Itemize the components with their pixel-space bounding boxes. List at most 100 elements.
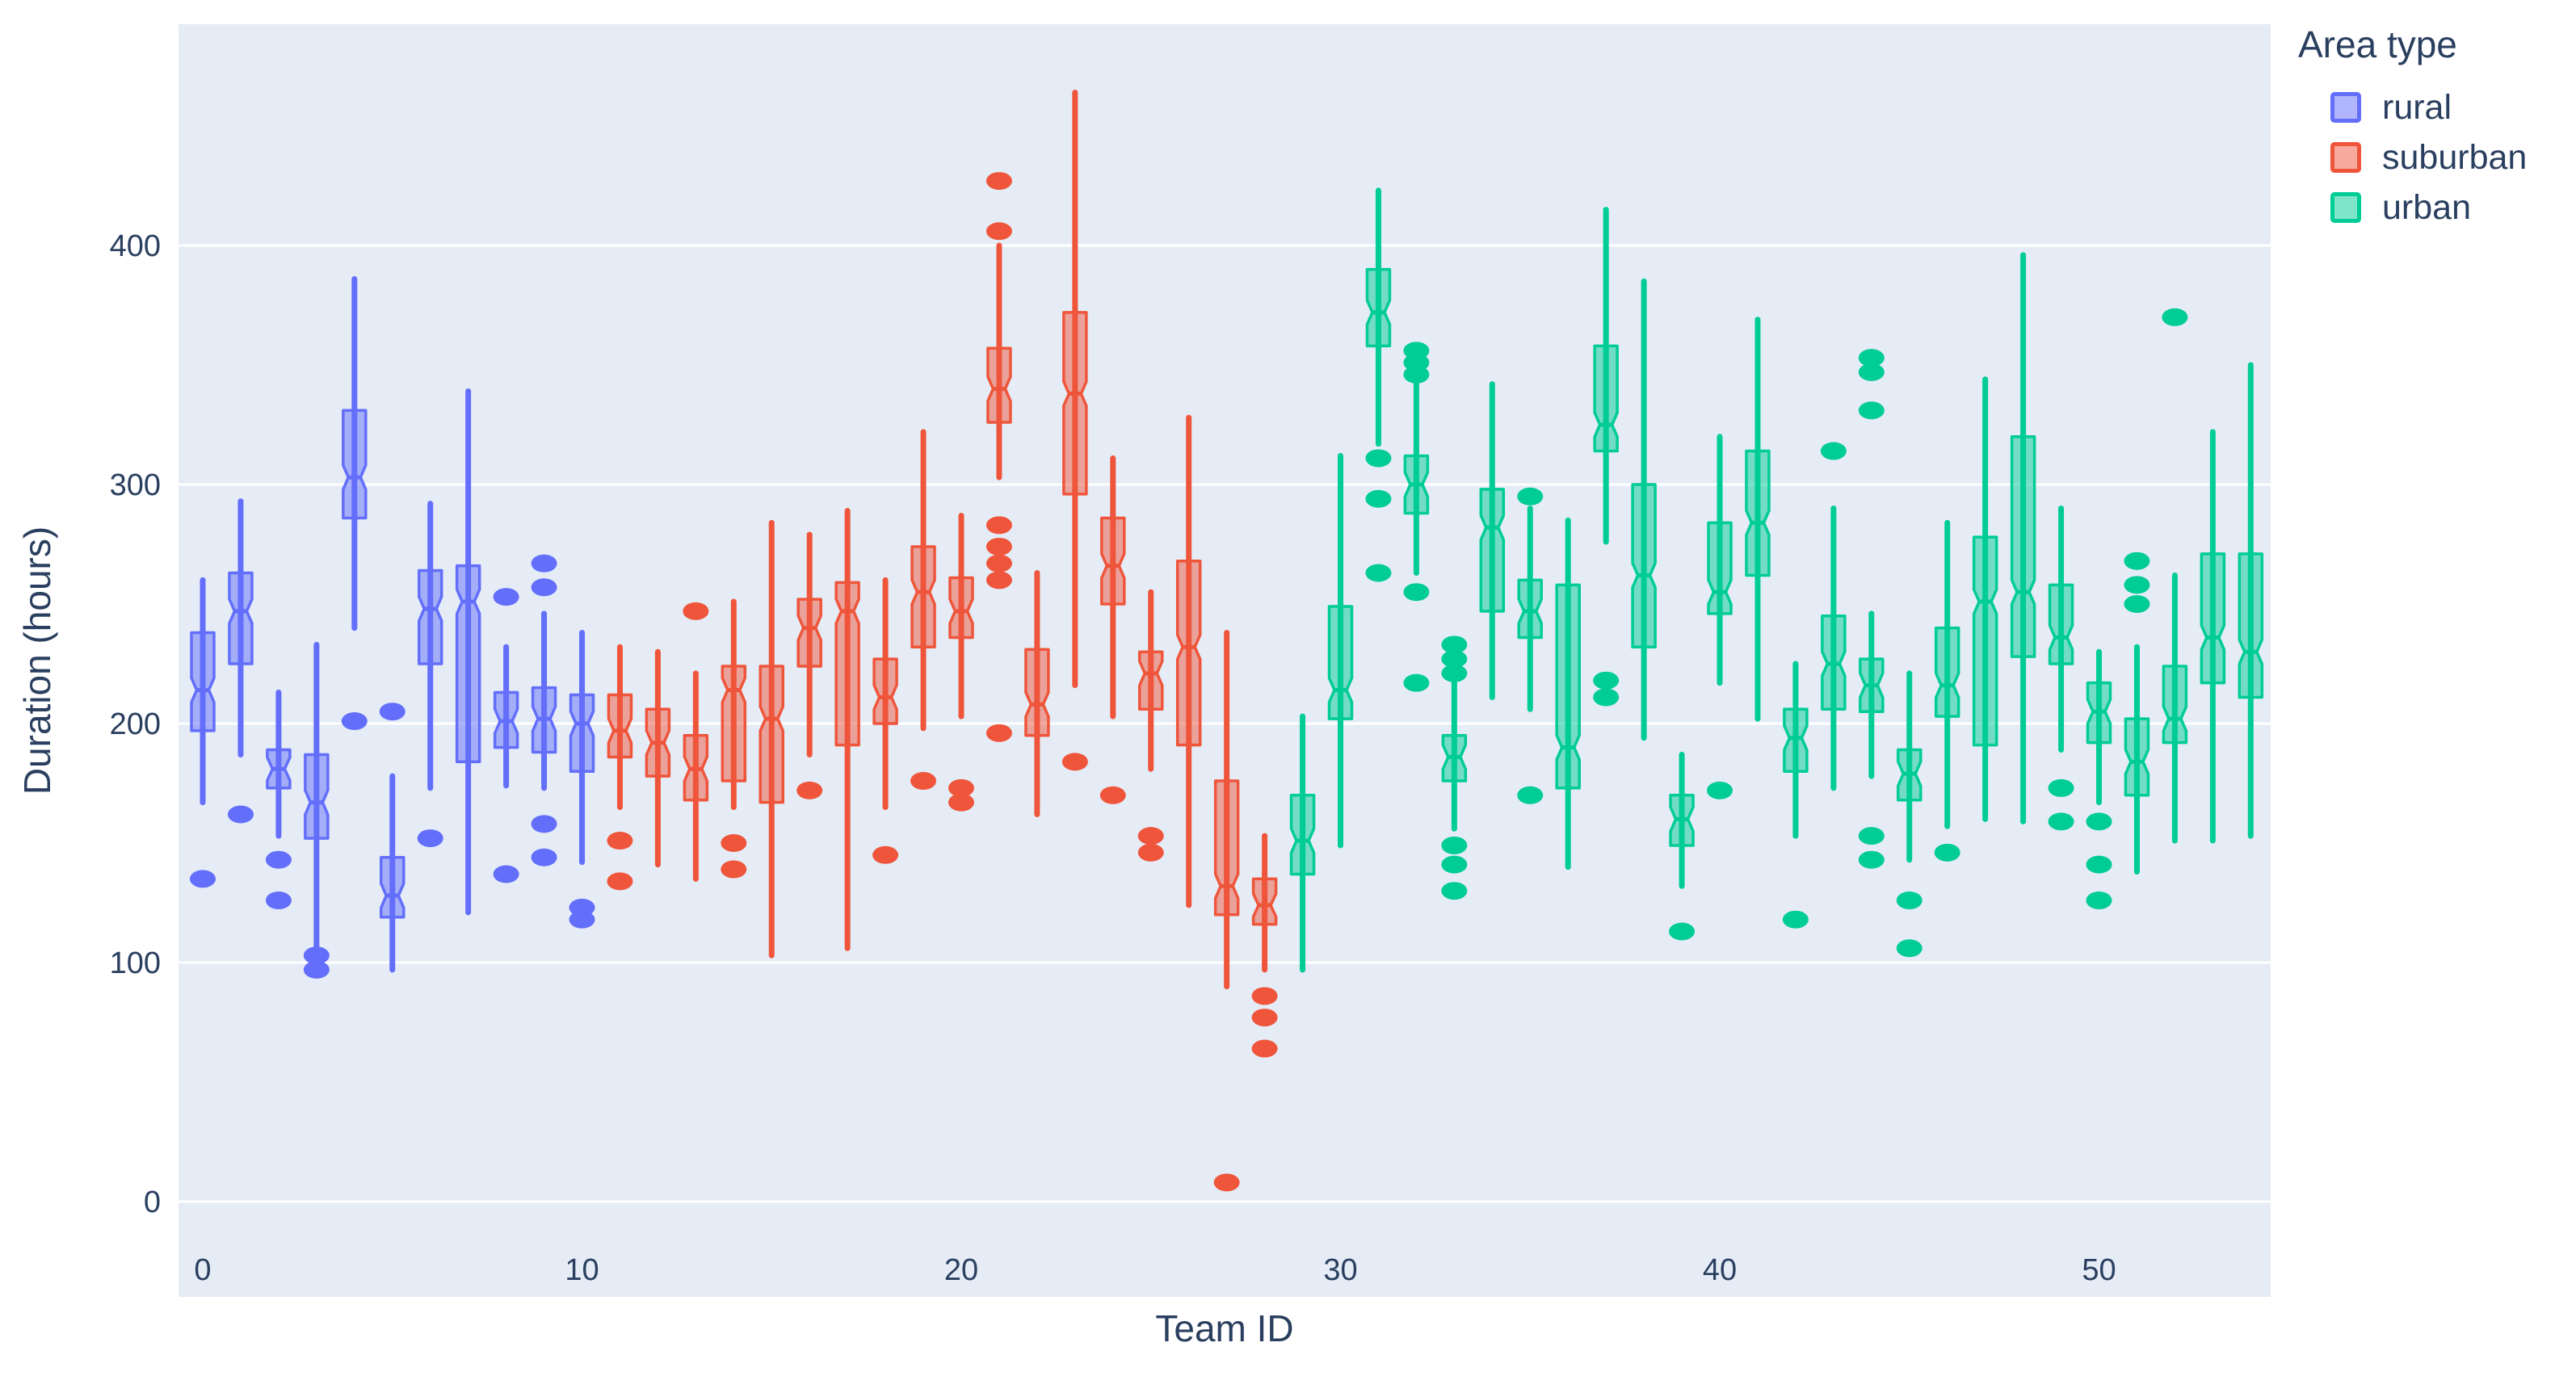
outlier-point bbox=[1403, 673, 1430, 692]
box-team-33-urban[interactable] bbox=[1441, 636, 1468, 900]
box-team-29-urban[interactable] bbox=[1289, 713, 1316, 973]
box-team-11-suburban[interactable] bbox=[607, 644, 633, 891]
outlier-point bbox=[1441, 636, 1468, 654]
box-team-40-urban[interactable] bbox=[1707, 434, 1733, 799]
box-team-13-suburban[interactable] bbox=[683, 602, 709, 882]
box-team-20-suburban[interactable] bbox=[948, 512, 974, 812]
outlier-point bbox=[1441, 855, 1468, 874]
box-body bbox=[1327, 605, 1354, 720]
outlier-point bbox=[1517, 487, 1544, 506]
box-team-36-urban[interactable] bbox=[1555, 517, 1581, 870]
box-body bbox=[1631, 483, 1657, 649]
legend-swatch-suburban bbox=[2330, 142, 2361, 173]
outlier-point bbox=[1858, 363, 1885, 381]
outlier-point bbox=[910, 772, 937, 791]
box-team-47-urban[interactable] bbox=[1972, 376, 1998, 822]
box-team-2-rural[interactable] bbox=[265, 690, 292, 910]
box-team-12-suburban[interactable] bbox=[645, 648, 671, 868]
box-team-22-suburban[interactable] bbox=[1024, 570, 1050, 817]
box-body bbox=[2124, 717, 2150, 797]
box-team-44-urban[interactable] bbox=[1858, 349, 1885, 869]
y-tick-label-100: 100 bbox=[110, 946, 161, 980]
box-team-9-rural[interactable] bbox=[531, 554, 557, 866]
legend-item-urban[interactable]: urban bbox=[2298, 182, 2527, 233]
box-team-54-urban[interactable] bbox=[2238, 362, 2264, 839]
box-team-25-suburban[interactable] bbox=[1137, 589, 1164, 862]
outlier-point bbox=[493, 588, 519, 606]
box-team-28-suburban[interactable] bbox=[1251, 833, 1278, 1058]
box-team-21-suburban[interactable] bbox=[985, 172, 1012, 742]
box-team-39-urban[interactable] bbox=[1669, 751, 1696, 941]
box-team-42-urban[interactable] bbox=[1782, 661, 1809, 929]
outlier-point bbox=[493, 865, 519, 883]
outlier-point bbox=[1934, 843, 1960, 862]
box-team-14-suburban[interactable] bbox=[721, 598, 747, 879]
box-team-30-urban[interactable] bbox=[1327, 452, 1354, 849]
legend-title: Area type bbox=[2298, 23, 2457, 65]
outlier-point bbox=[985, 571, 1012, 589]
box-team-19-suburban[interactable] bbox=[910, 429, 937, 791]
outlier-point bbox=[1403, 365, 1430, 384]
box-body bbox=[1213, 779, 1240, 917]
box-team-16-suburban[interactable] bbox=[796, 531, 823, 799]
box-team-27-suburban[interactable] bbox=[1213, 630, 1240, 1192]
box-team-0-rural[interactable] bbox=[190, 577, 216, 888]
box-team-1-rural[interactable] bbox=[227, 498, 254, 824]
box-team-34-urban[interactable] bbox=[1479, 381, 1506, 700]
box-team-53-urban[interactable] bbox=[2200, 429, 2226, 844]
box-team-8-rural[interactable] bbox=[493, 588, 519, 883]
box-team-50-urban[interactable] bbox=[2086, 648, 2112, 910]
outlier-point bbox=[2048, 812, 2074, 831]
outlier-point bbox=[1593, 688, 1620, 707]
box-body bbox=[342, 409, 368, 520]
legend-items: rural suburban urban bbox=[2298, 82, 2527, 233]
box-team-5-rural[interactable] bbox=[379, 703, 406, 973]
box-team-38-urban[interactable] bbox=[1631, 278, 1657, 741]
outlier-point bbox=[341, 712, 368, 731]
box-team-15-suburban[interactable] bbox=[759, 519, 784, 959]
box-team-26-suburban[interactable] bbox=[1175, 414, 1202, 908]
box-team-43-urban[interactable] bbox=[1820, 442, 1847, 791]
box-team-23-suburban[interactable] bbox=[1061, 90, 1088, 771]
box-team-10-rural[interactable] bbox=[569, 630, 595, 929]
box-team-51-urban[interactable] bbox=[2124, 552, 2150, 875]
box-body bbox=[1517, 578, 1543, 640]
box-team-41-urban[interactable] bbox=[1745, 317, 1771, 722]
outlier-point bbox=[1858, 401, 1885, 420]
box-body bbox=[1289, 794, 1316, 876]
outlier-point bbox=[2086, 891, 2112, 910]
outlier-point bbox=[1365, 564, 1392, 582]
legend-item-suburban[interactable]: suburban bbox=[2298, 132, 2527, 182]
box-team-3-rural[interactable] bbox=[303, 641, 330, 979]
box-team-24-suburban[interactable] bbox=[1099, 455, 1126, 804]
box-team-7-rural[interactable] bbox=[455, 388, 481, 916]
box-team-48-urban[interactable] bbox=[2010, 252, 2036, 824]
outlier-point bbox=[2124, 576, 2150, 594]
box-team-37-urban[interactable] bbox=[1593, 207, 1620, 707]
box-team-32-urban[interactable] bbox=[1403, 342, 1430, 692]
box-team-49-urban[interactable] bbox=[2048, 506, 2074, 831]
box-body bbox=[1783, 707, 1809, 773]
box-body bbox=[910, 545, 936, 649]
box-team-4-rural[interactable] bbox=[341, 275, 368, 731]
outlier-point bbox=[985, 172, 1012, 191]
outlier-point bbox=[1820, 442, 1847, 460]
outlier-point bbox=[948, 778, 974, 797]
outlier-point bbox=[985, 222, 1012, 241]
outlier-point bbox=[227, 805, 254, 824]
outlier-point bbox=[985, 516, 1012, 535]
box-team-45-urban[interactable] bbox=[1896, 670, 1923, 958]
box-team-6-rural[interactable] bbox=[417, 501, 443, 848]
legend-item-rural[interactable]: rural bbox=[2298, 82, 2527, 132]
box-team-31-urban[interactable] bbox=[1365, 187, 1392, 582]
box-team-18-suburban[interactable] bbox=[872, 577, 899, 864]
box-team-35-urban[interactable] bbox=[1517, 487, 1544, 804]
outlier-point bbox=[948, 793, 974, 812]
box-team-46-urban[interactable] bbox=[1934, 519, 1960, 862]
box-team-17-suburban[interactable] bbox=[834, 508, 860, 951]
outlier-point bbox=[2124, 595, 2150, 613]
box-body bbox=[228, 571, 254, 665]
box-team-52-urban[interactable] bbox=[2162, 308, 2188, 844]
outlier-point bbox=[190, 870, 216, 888]
